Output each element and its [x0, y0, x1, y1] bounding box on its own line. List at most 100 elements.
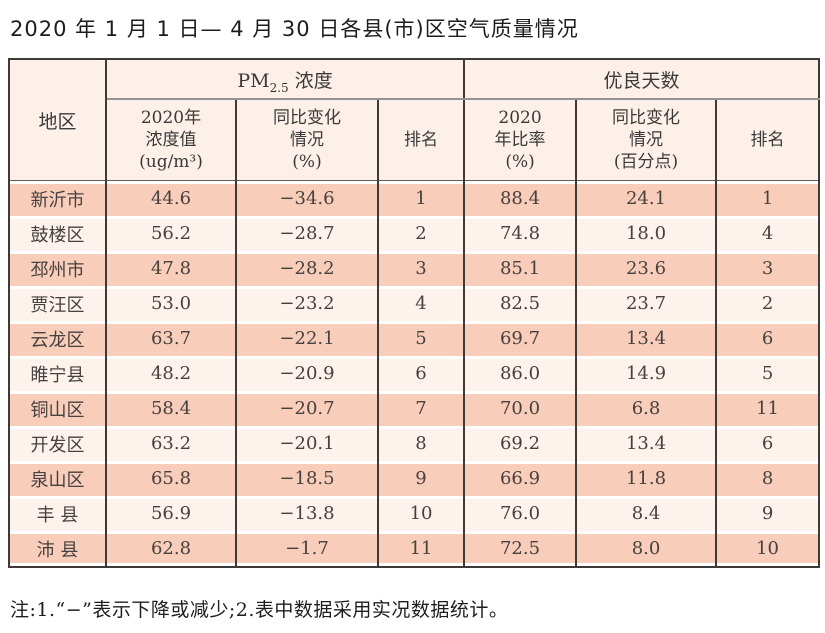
good-rate-cell: 88.4: [463, 180, 578, 216]
good-rank-cell: 9: [715, 496, 821, 531]
good-rate-cell: 70.0: [463, 391, 578, 426]
pm-subscript: 2.5: [269, 80, 289, 95]
table-header: 地区 PM2.5 浓度 优良天数 2020年 浓度值 (ug/m³) 同比变化 …: [8, 59, 821, 181]
good-rate-cell: 85.1: [463, 251, 578, 286]
good-rank-cell: 6: [715, 426, 821, 461]
table-row: 新沂市 44.6 −34.6 1 88.4 24.1 1: [8, 180, 821, 216]
pm-rank-cell: 7: [376, 391, 466, 426]
region-cell: 贾汪区: [8, 286, 107, 321]
region-cell: 云龙区: [8, 321, 107, 356]
pm-change-cell: −34.6: [235, 180, 379, 216]
good-rate-cell: 72.5: [463, 531, 578, 567]
page: 2020 年 1 月 1 日— 4 月 30 日各县(市)区空气质量情况 地区 …: [0, 13, 825, 622]
pm-change-cell: −28.7: [235, 216, 379, 251]
good-rank-cell: 5: [715, 356, 821, 391]
header-group-good-days: 优良天数: [463, 59, 821, 100]
pm-change-cell: −20.1: [235, 426, 379, 461]
pm-rank-cell: 5: [376, 321, 466, 356]
pm-rank-cell: 4: [376, 286, 466, 321]
pm-rank-cell: 1: [376, 180, 466, 216]
header-pm-rank: 排名: [376, 99, 466, 181]
header-group-pm25: PM2.5 浓度: [104, 59, 466, 100]
pm-change-cell: −1.7: [235, 531, 379, 567]
good-rate-cell: 66.9: [463, 461, 578, 496]
pm-rank-cell: 2: [376, 216, 466, 251]
good-rate-cell: 86.0: [463, 356, 578, 391]
table-row: 云龙区 63.7 −22.1 5 69.7 13.4 6: [8, 321, 821, 356]
table-row: 泉山区 65.8 −18.5 9 66.9 11.8 8: [8, 461, 821, 496]
good-rate-cell: 76.0: [463, 496, 578, 531]
page-title: 2020 年 1 月 1 日— 4 月 30 日各县(市)区空气质量情况: [10, 17, 579, 41]
pm-value-cell: 47.8: [105, 251, 237, 286]
region-cell: 邳州市: [8, 251, 107, 286]
good-rank-cell: 11: [715, 391, 821, 426]
header-good-rank: 排名: [715, 99, 821, 181]
good-rank-cell: 2: [715, 286, 821, 321]
table-row: 铜山区 58.4 −20.7 7 70.0 6.8 11: [8, 391, 821, 426]
pm-rank-cell: 8: [376, 426, 466, 461]
group-header-row: 地区 PM2.5 浓度 优良天数: [8, 59, 821, 181]
pm-change-cell: −28.2: [235, 251, 379, 286]
good-rate-cell: 74.8: [463, 216, 578, 251]
good-rank-cell: 8: [715, 461, 821, 496]
good-rank-cell: 3: [715, 251, 821, 286]
table-body: 新沂市 44.6 −34.6 1 88.4 24.1 1 鼓楼区 56.2 −28.7 2 74.8 1…: [8, 180, 821, 567]
region-cell: 沛 县: [8, 531, 107, 567]
header-pm-concentration: 2020年 浓度值 (ug/m³): [105, 99, 237, 181]
table-row: 丰 县 56.9 −13.8 10 76.0 8.4 9: [8, 496, 821, 531]
good-change-cell: 13.4: [575, 321, 718, 356]
region-cell: 开发区: [8, 426, 107, 461]
good-rate-cell: 69.2: [463, 426, 578, 461]
footnote: 注:1.“−”表示下降或减少;2.表中数据采用实况数据统计。: [10, 599, 509, 621]
region-cell: 铜山区: [8, 391, 107, 426]
table-row: 鼓楼区 56.2 −28.7 2 74.8 18.0 4: [8, 216, 821, 251]
good-change-cell: 6.8: [575, 391, 718, 426]
good-rank-cell: 4: [715, 216, 821, 251]
region-cell: 泉山区: [8, 461, 107, 496]
pm-value-cell: 56.2: [105, 216, 237, 251]
good-rank-cell: 1: [715, 180, 821, 216]
sub-header-row: 2020年 浓度值 (ug/m³) 同比变化 情况 (%) 排名 2020 年比…: [9, 99, 821, 181]
pm-change-cell: −18.5: [235, 461, 379, 496]
header-good-change: 同比变化 情况 (百分点): [575, 99, 718, 181]
pm-change-cell: −20.9: [235, 356, 379, 391]
good-change-cell: 18.0: [575, 216, 718, 251]
pm-rank-cell: 9: [376, 461, 466, 496]
table-row: 贾汪区 53.0 −23.2 4 82.5 23.7 2: [8, 286, 821, 321]
pm-value-cell: 58.4: [105, 391, 237, 426]
pm-rank-cell: 6: [376, 356, 466, 391]
air-quality-table: 地区 PM2.5 浓度 优良天数 2020年 浓度值 (ug/m³) 同比变化 …: [8, 58, 821, 568]
pm-prefix: PM: [237, 69, 270, 92]
pm-change-cell: −13.8: [235, 496, 379, 531]
header-pm-change: 同比变化 情况 (%): [235, 99, 379, 181]
pm-rank-cell: 10: [376, 496, 466, 531]
pm25-label: PM2.5 浓度: [237, 69, 333, 95]
good-change-cell: 24.1: [575, 180, 718, 216]
pm-value-cell: 65.8: [105, 461, 237, 496]
pm-change-cell: −20.7: [235, 391, 379, 426]
pm-change-cell: −22.1: [235, 321, 379, 356]
good-rate-cell: 69.7: [463, 321, 578, 356]
good-change-cell: 8.4: [575, 496, 718, 531]
pm-change-cell: −23.2: [235, 286, 379, 321]
pm-value-cell: 44.6: [105, 180, 237, 216]
header-good-rate: 2020 年比率 (%): [463, 99, 578, 181]
table-row: 邳州市 47.8 −28.2 3 85.1 23.6 3: [8, 251, 821, 286]
good-change-cell: 14.9: [575, 356, 718, 391]
header-region: 地区: [8, 59, 107, 181]
pm-rank-cell: 11: [376, 531, 466, 567]
good-change-cell: 23.7: [575, 286, 718, 321]
region-cell: 丰 县: [8, 496, 107, 531]
pm-value-cell: 63.2: [105, 426, 237, 461]
table-row: 睢宁县 48.2 −20.9 6 86.0 14.9 5: [8, 356, 821, 391]
pm-value-cell: 48.2: [105, 356, 237, 391]
good-rank-cell: 10: [715, 531, 821, 567]
good-change-cell: 13.4: [575, 426, 718, 461]
good-change-cell: 11.8: [575, 461, 718, 496]
table-row: 开发区 63.2 −20.1 8 69.2 13.4 6: [8, 426, 821, 461]
good-change-cell: 23.6: [575, 251, 718, 286]
region-cell: 鼓楼区: [8, 216, 107, 251]
pm-value-cell: 53.0: [105, 286, 237, 321]
good-rate-cell: 82.5: [463, 286, 578, 321]
pm-suffix: 浓度: [288, 69, 333, 92]
